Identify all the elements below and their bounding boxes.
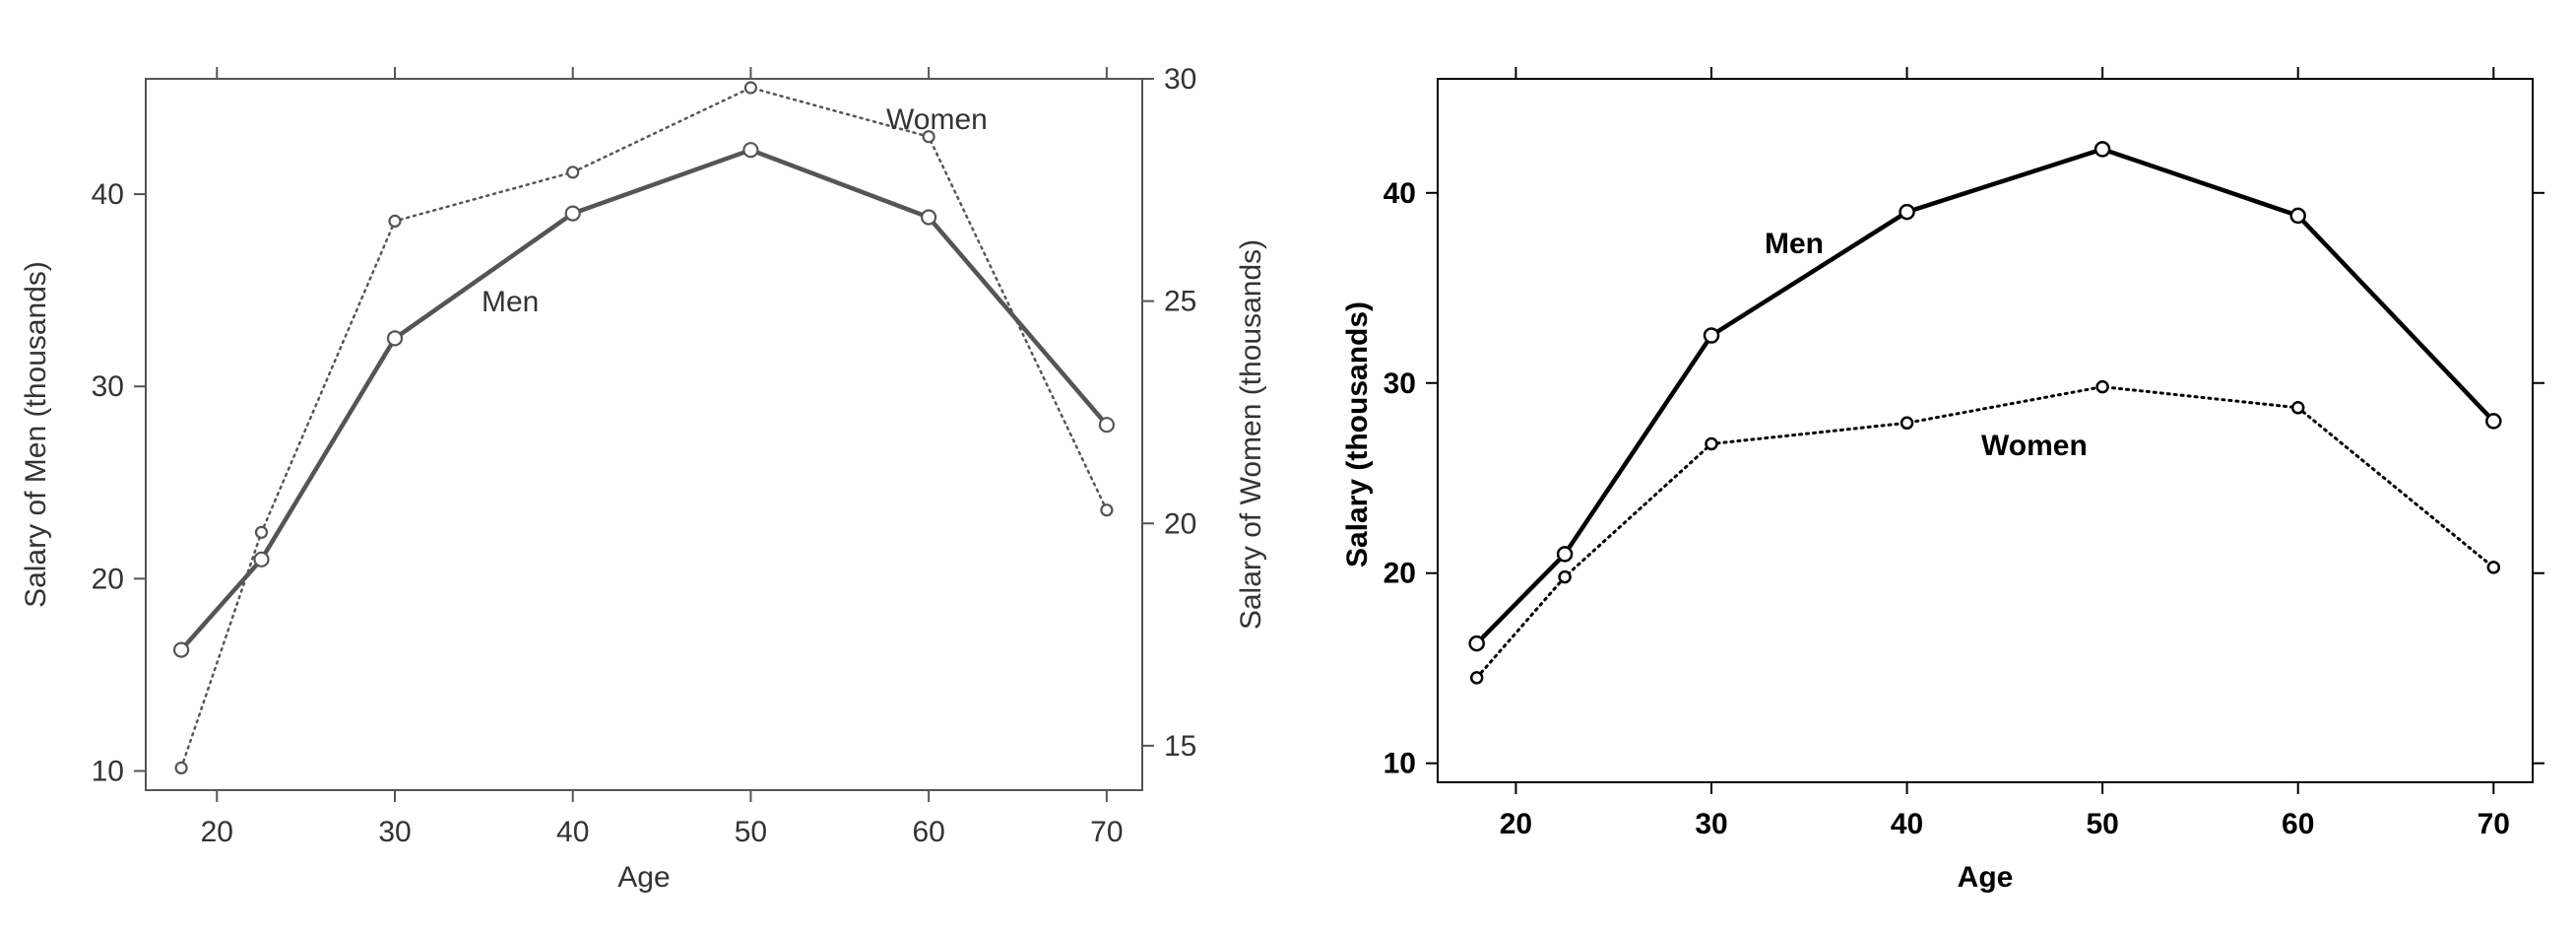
series-line-men [178, 147, 1110, 652]
y-tick-label-left: 20 [92, 563, 124, 595]
point-men [253, 551, 270, 567]
x-tick-label: 40 [556, 816, 589, 848]
y-tick-label: 20 [1384, 558, 1416, 590]
point-women [1900, 416, 1914, 431]
y-tick-label-left: 30 [92, 370, 124, 403]
x-tick-label: 60 [912, 816, 944, 848]
x-tick-label: 40 [1891, 808, 1923, 840]
point-men [2289, 207, 2306, 225]
x-tick-label: 50 [2086, 808, 2118, 840]
point-men [2093, 141, 2111, 158]
y-tick-label-right: 25 [1164, 286, 1196, 318]
y-axis-title-left: Salary of Men (thousands) [20, 261, 52, 608]
point-women [2095, 379, 2109, 394]
y-axis-right: 15 20 25 30 [1142, 63, 1196, 763]
series-label-women: Women [1981, 430, 2088, 462]
point-men [742, 142, 759, 159]
point-men [1899, 203, 1915, 221]
y-tick-label-left: 10 [92, 755, 124, 787]
point-men [1468, 634, 1485, 652]
point-men [173, 641, 190, 658]
point-women [1469, 671, 1484, 685]
y-tick-label: 30 [1384, 367, 1416, 400]
point-women [388, 214, 402, 228]
point-women [743, 81, 758, 95]
y-tick-label-right: 15 [1164, 730, 1196, 763]
point-women [174, 761, 188, 775]
plot-frame [1437, 78, 2534, 783]
y-tick-label-right: 30 [1164, 63, 1196, 96]
plot-frame [145, 78, 1143, 791]
point-women [922, 130, 935, 144]
series-group [1468, 141, 2502, 685]
x-tick-label: 70 [2478, 808, 2510, 840]
point-men [1556, 546, 1574, 563]
point-men [1703, 327, 1720, 344]
chart-left: 20 30 40 50 60 70 10 20 30 40 15 20 25 30 Age Salar… [20, 63, 1267, 894]
x-tick-label: 70 [1090, 816, 1123, 848]
y-tick-label-left: 40 [92, 178, 124, 211]
point-men [920, 209, 937, 226]
y-axis-title-right: Salary of Women (thousands) [1235, 239, 1267, 630]
point-women [2486, 561, 2501, 574]
point-men [2485, 413, 2502, 430]
x-tick-label: 20 [1500, 808, 1532, 840]
point-women [2290, 401, 2305, 415]
point-women [1558, 569, 1572, 584]
x-tick-label: 60 [2282, 808, 2314, 840]
y-tick-label: 40 [1384, 177, 1416, 210]
series-label-women: Women [886, 103, 988, 136]
x-tick-label: 30 [1695, 808, 1727, 840]
y-tick-label-right: 20 [1164, 507, 1196, 540]
point-men [386, 330, 404, 347]
series-group [173, 81, 1116, 775]
series-line-men [1474, 147, 2496, 646]
y-axis: 10 20 30 40 [1384, 177, 2544, 780]
series-label-men: Men [1765, 228, 1824, 260]
point-women [1705, 436, 1718, 451]
x-tick-label: 20 [201, 816, 233, 848]
x-axis-title: Age [1958, 861, 2014, 894]
point-women [1100, 503, 1114, 517]
y-axis-title: Salary (thousands) [1341, 301, 1374, 567]
series-label-men: Men [482, 286, 539, 318]
x-tick-label: 30 [378, 816, 411, 848]
point-men [1098, 417, 1116, 434]
y-tick-label: 10 [1384, 748, 1416, 780]
x-axis: 20 30 40 50 60 70 [1500, 67, 2510, 840]
point-women [254, 525, 269, 539]
x-tick-label: 50 [735, 816, 767, 848]
point-men [564, 205, 581, 222]
x-axis: 20 30 40 50 60 70 [201, 67, 1124, 848]
point-women [566, 166, 580, 179]
x-axis-title: Age [617, 861, 670, 894]
y-axis-left: 10 20 30 40 [92, 178, 146, 787]
chart-right: 20 30 40 50 60 70 10 20 30 40 Age Salary (thousa… [1341, 67, 2544, 894]
